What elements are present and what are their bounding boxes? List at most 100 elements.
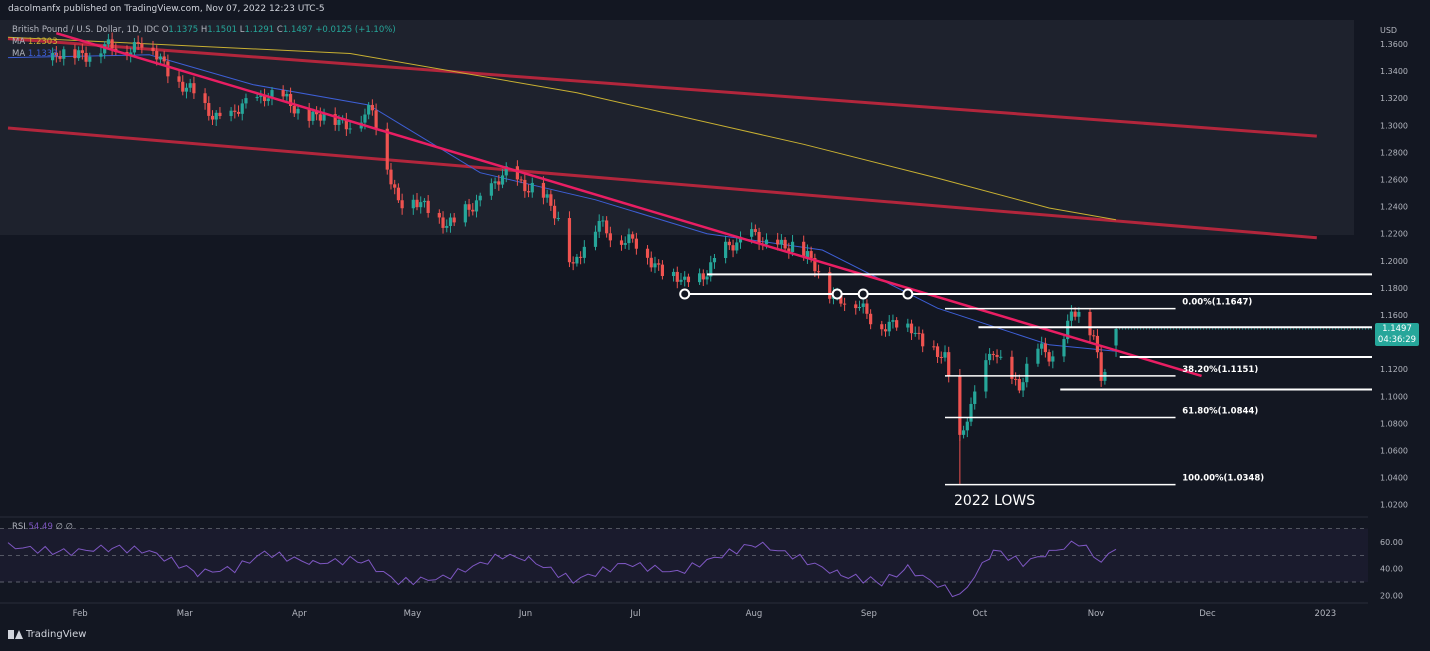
candle-bear — [236, 111, 241, 114]
candle-bear — [552, 205, 557, 219]
candle-bull — [530, 182, 534, 193]
candle-bull — [623, 243, 627, 245]
candle-bull — [266, 98, 270, 102]
x-tick-label: 2023 — [1315, 609, 1337, 619]
ma200-legend: MA 1.2303 — [12, 37, 58, 47]
ma50-label: MA — [12, 49, 26, 59]
candle-bear — [203, 93, 207, 104]
candle-bear — [262, 95, 267, 102]
y-tick-label: 1.3400 — [1380, 67, 1408, 76]
candle-bear — [757, 231, 761, 244]
x-tick-label: Jun — [518, 609, 532, 619]
candle-bear — [939, 356, 943, 358]
candle-bear — [318, 114, 322, 121]
x-tick-label: Nov — [1088, 609, 1105, 619]
candle-bull — [448, 217, 453, 226]
candle-bull — [1114, 328, 1118, 346]
candle-bear — [467, 204, 471, 210]
candle-bull — [77, 50, 81, 59]
x-tick-label: May — [404, 609, 422, 619]
y-tick-label: 1.1000 — [1380, 392, 1408, 401]
candle-bear — [701, 273, 705, 280]
candle-bear — [192, 83, 196, 94]
candle-bear — [631, 234, 635, 239]
candle-bull — [422, 200, 427, 203]
candle-bear — [783, 239, 787, 249]
y-tick-label: 1.1200 — [1380, 365, 1408, 374]
candle-bull — [969, 403, 973, 422]
candles-group — [51, 32, 1118, 442]
y-tick-label: 1.2600 — [1380, 176, 1408, 185]
candle-bear — [393, 184, 397, 188]
candle-bear — [809, 251, 813, 259]
candle-bear — [58, 56, 62, 59]
candle-bear — [995, 354, 999, 357]
candle-bull — [724, 241, 728, 258]
candle-bear — [854, 304, 858, 309]
fib-level-label: 0.00%(1.1647) — [1182, 298, 1252, 308]
candle-bear — [776, 239, 780, 245]
candle-bull — [463, 204, 467, 223]
candle-bear — [645, 248, 650, 258]
candle-bull — [601, 220, 605, 222]
x-tick-label: Oct — [972, 609, 987, 619]
candle-bear — [567, 218, 572, 263]
candle-bear — [816, 271, 821, 273]
candle-bear — [932, 346, 936, 348]
candle-bear — [207, 103, 211, 116]
candle-bear — [608, 233, 612, 241]
candle-bull — [129, 52, 133, 56]
candle-bear — [497, 181, 501, 185]
candle-bull — [474, 200, 479, 212]
y-tick-label: 1.1800 — [1380, 284, 1408, 293]
candle-bull — [679, 279, 683, 282]
candle-bull — [973, 391, 977, 404]
candle-bull — [214, 112, 218, 120]
fib-level-label: 100.00%(1.0348) — [1182, 474, 1264, 484]
candle-bull — [132, 42, 137, 53]
candle-bear — [1014, 378, 1018, 380]
candle-bull — [296, 108, 300, 114]
candle-bull — [805, 251, 810, 258]
candle-bull — [575, 256, 579, 264]
ma200-line — [7, 36, 1117, 221]
fib-level-label: 38.20%(1.1151) — [1182, 365, 1258, 375]
touch-point-marker — [679, 288, 691, 300]
candle-bear — [634, 238, 638, 249]
last-price: 1.1497 — [1382, 324, 1412, 334]
candle-bull — [500, 175, 505, 185]
candle-bull — [738, 236, 743, 243]
ma50-value: 1.1333 — [27, 49, 58, 59]
x-tick-label: Mar — [177, 609, 194, 619]
candle-bull — [1051, 356, 1055, 362]
rsi-extra-1: ∅ — [55, 522, 63, 532]
x-tick-label: Dec — [1199, 609, 1216, 619]
candle-bear — [162, 56, 166, 62]
y-tick-label: 1.3000 — [1380, 121, 1408, 130]
candle-bear — [869, 313, 873, 325]
candle-bear — [917, 332, 921, 334]
candle-bull — [311, 111, 315, 121]
candle-bull — [88, 56, 92, 62]
candle-bull — [943, 352, 947, 358]
change-value: +0.0125 (+1.10%) — [315, 25, 396, 35]
candle-bear — [935, 346, 940, 357]
candle-bear — [385, 128, 389, 170]
candle-bull — [712, 257, 717, 263]
candle-bear — [288, 93, 293, 107]
candle-bear — [865, 303, 869, 314]
fib-level-label: 61.80%(1.0844) — [1182, 406, 1258, 416]
x-tick-label: Apr — [292, 609, 307, 619]
candle-bull — [545, 194, 549, 198]
y-tick-label: 1.2000 — [1380, 257, 1408, 266]
candle-bear — [1088, 311, 1092, 336]
touch-point-marker — [902, 288, 914, 300]
tradingview-branding[interactable]: TradingView — [8, 629, 86, 640]
candle-bull — [861, 303, 865, 307]
candle-bull — [965, 421, 969, 431]
candle-bull — [1036, 348, 1040, 364]
candle-bull — [779, 239, 783, 245]
candle-bull — [913, 332, 917, 334]
